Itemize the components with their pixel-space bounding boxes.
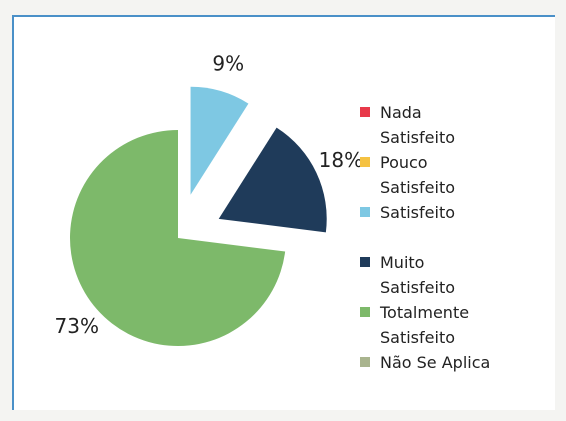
legend-swatch <box>360 307 370 317</box>
legend-swatch <box>360 157 370 167</box>
data-label: 9% <box>212 52 244 76</box>
legend-swatch <box>360 357 370 367</box>
pie-slice <box>218 127 327 233</box>
legend-swatch <box>360 257 370 267</box>
data-label: 18% <box>319 148 363 172</box>
data-label: 73% <box>55 314 99 338</box>
legend-label: Pouco Satisfeito <box>380 153 455 197</box>
legend-label: Não Se Aplica <box>380 353 491 372</box>
legend-label: Nada Satisfeito <box>380 103 455 147</box>
pie-slice <box>190 86 249 195</box>
legend-label: Satisfeito <box>380 203 455 222</box>
legend-swatch <box>360 207 370 217</box>
legend-swatch <box>360 107 370 117</box>
legend-label: Totalmente Satisfeito <box>380 303 470 347</box>
pie-slice <box>70 130 286 346</box>
legend-label: Muito Satisfeito <box>380 253 455 297</box>
